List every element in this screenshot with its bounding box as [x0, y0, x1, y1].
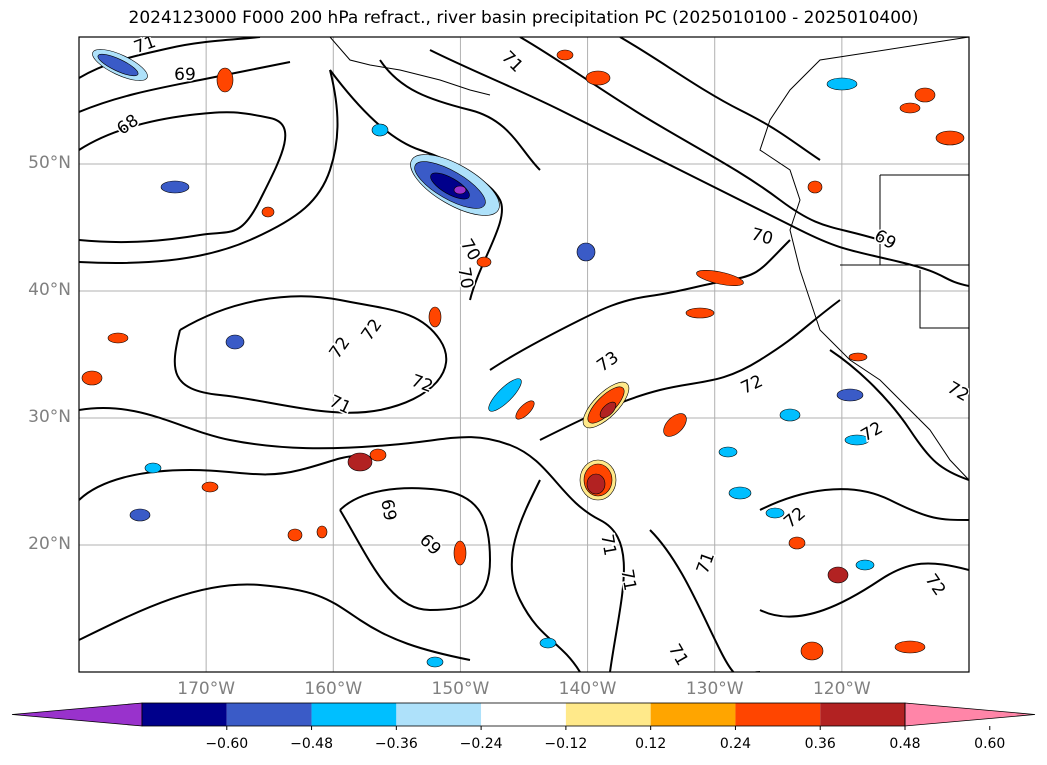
longitude-label: 150°W	[431, 679, 490, 699]
longitude-label: 120°W	[812, 679, 871, 699]
colorbar-tick-label: −0.60	[205, 736, 249, 752]
contour-label: 69	[376, 498, 399, 523]
longitude-label: 140°W	[558, 679, 617, 699]
contour-label: 70	[453, 266, 476, 291]
longitude-label: 130°W	[685, 679, 744, 699]
latitude-label: 20°N	[28, 534, 71, 554]
colorbar-segment	[226, 703, 312, 726]
contour-label: 71	[596, 533, 619, 558]
latitude-label: 50°N	[28, 153, 71, 173]
colorbar-tick-label: 0.24	[719, 736, 752, 752]
map-title: 2024123000 F000 200 hPa refract., river …	[128, 8, 919, 28]
colorbar-segment	[565, 703, 651, 726]
colorbar	[11, 702, 1036, 730]
colorbar-tick-label: 0.60	[974, 736, 1006, 752]
colorbar-extend-max	[904, 702, 1036, 727]
coastlines	[329, 37, 969, 481]
colorbar-tick-label: −0.12	[544, 736, 588, 752]
colorbar-tick-label: 0.48	[889, 736, 921, 752]
colorbar-segment	[735, 703, 821, 726]
map-panel	[79, 37, 969, 672]
colorbar-tick-label: −0.36	[374, 736, 418, 752]
map-frame	[78, 36, 970, 673]
lat-lon-grid	[79, 37, 969, 672]
longitude-label: 170°W	[177, 679, 236, 699]
longitude-label: 160°W	[304, 679, 363, 699]
colorbar-segment	[142, 703, 227, 726]
colorbar-frame	[141, 702, 906, 727]
colorbar-segment	[396, 703, 482, 726]
contour-label: 71	[616, 568, 639, 593]
precipitation-pc-fill	[81, 49, 965, 668]
colorbar-segment	[311, 703, 397, 726]
colorbar-tick-label: −0.48	[290, 736, 333, 752]
colorbar-tick-label: 0.36	[804, 736, 836, 752]
refractivity-contours	[79, 37, 969, 672]
colorbar-extend-min	[11, 702, 143, 727]
contour-label: 69	[174, 65, 196, 85]
colorbar-segment	[650, 703, 736, 726]
latitude-label: 40°N	[28, 280, 71, 300]
colorbar-segment	[820, 703, 905, 726]
colorbar-tick-label: −0.24	[459, 736, 503, 752]
colorbar-tick-label: 0.12	[635, 736, 667, 752]
colorbar-segment	[481, 703, 566, 726]
latitude-label: 30°N	[28, 407, 71, 427]
